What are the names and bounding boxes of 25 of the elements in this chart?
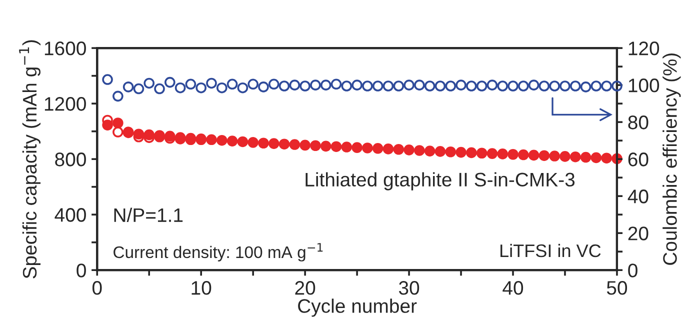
y2-tick-label: 80 — [628, 116, 648, 130]
x-tick-label: 0 — [92, 281, 102, 295]
y-axis-title: Specific capacity (mAh g$^{−1}$) — [19, 40, 40, 278]
y2-tick-label: 120 — [628, 42, 660, 56]
y2-tick-label: 60 — [628, 152, 648, 166]
annotation: LiTFSI in VC — [500, 244, 601, 258]
annotation: Lithiated gtaphite II S-in-CMK-3 — [306, 172, 575, 190]
y-tick-label: 0 — [76, 264, 86, 278]
y2-tick-label: 40 — [628, 190, 648, 204]
y2-tick-label: 100 — [628, 78, 660, 92]
x-tick-label: 40 — [502, 281, 524, 295]
y-tick-label: 1600 — [44, 42, 86, 56]
x-tick-label: 50 — [606, 281, 628, 295]
y-tick-label: 1200 — [44, 97, 86, 111]
annotation: N/P=1.1 — [114, 208, 183, 222]
y-tick-label: 800 — [55, 152, 86, 166]
y2-tick-label: 20 — [628, 226, 648, 240]
y2-axis-title: Coulombic efficiency (%) — [662, 53, 681, 265]
y2-tick-label: 0 — [628, 264, 638, 278]
x-tick-label: 10 — [192, 281, 212, 295]
annotation: Current density: 100 mA g$^{−1}$ — [114, 243, 323, 262]
x-axis-title: Cycle number — [298, 298, 417, 317]
y-tick-label: 400 — [54, 208, 86, 222]
x-tick-label: 30 — [398, 281, 420, 295]
x-tick-label: 20 — [295, 281, 316, 295]
